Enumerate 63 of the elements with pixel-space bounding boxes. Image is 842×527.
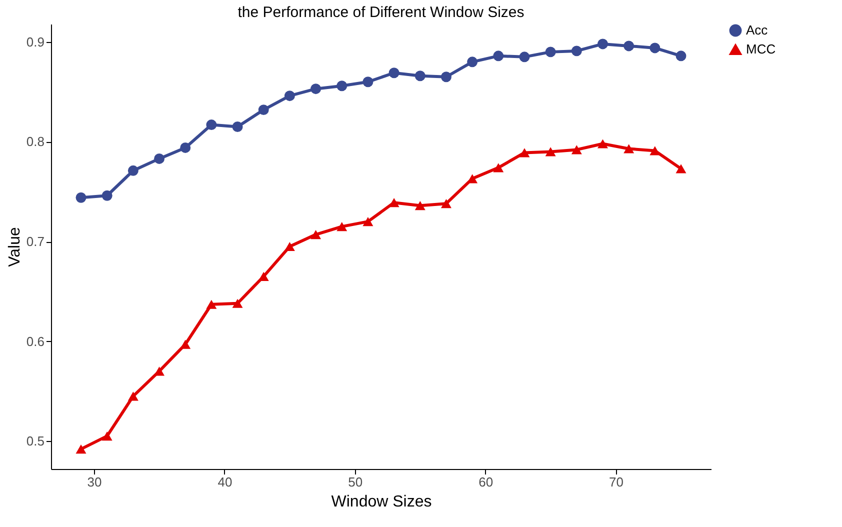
point [258,104,269,116]
point [128,392,138,401]
point [650,42,660,54]
point [232,298,243,308]
point [232,122,243,132]
point [284,242,295,252]
point [676,50,686,62]
point [414,201,426,210]
legend-label: Acc [746,22,768,38]
point [519,52,530,62]
point [676,164,686,174]
point [624,144,634,154]
y-tick-label: 0.9 [26,34,44,50]
y-tick-label: 0.6 [26,334,44,349]
point [154,153,165,164]
point [128,165,138,176]
point [206,120,217,130]
legend-label: MCC [746,42,776,56]
point [388,198,400,208]
x-tick-label: 40 [218,474,232,490]
point [467,174,478,184]
point [519,148,530,158]
point [388,68,400,78]
point [362,76,374,88]
y-axis-title: Value [6,227,24,267]
point [440,199,452,208]
point [76,444,86,454]
point [258,272,269,281]
point [336,80,348,92]
point [180,340,191,349]
point [154,366,165,376]
point [597,38,608,50]
point [362,217,374,226]
x-tick-label: 60 [478,474,494,490]
y-tick-label: 0.7 [26,234,44,250]
point [310,84,322,94]
point [493,163,504,172]
point [545,147,556,156]
point [545,46,556,58]
point [284,90,295,102]
y-tick-label: 0.5 [26,434,44,449]
chart-title: the Performance of Different Window Sizes [238,4,524,21]
point [624,40,634,52]
x-axis-title: Window Sizes [331,494,432,510]
point [597,139,608,148]
point [206,300,217,309]
point [467,56,478,68]
point [571,46,582,56]
point [102,190,112,201]
x-tick-label: 70 [609,474,624,490]
x-tick-label: 30 [87,474,102,490]
point [650,146,660,156]
point [76,192,86,203]
point [440,72,452,82]
point [180,142,191,153]
point [571,145,582,154]
point [310,230,322,240]
point [493,50,504,62]
point [414,70,426,82]
point [102,432,112,441]
point [336,222,348,232]
x-tick-label: 50 [348,474,363,490]
y-tick-label: 0.8 [26,134,44,150]
